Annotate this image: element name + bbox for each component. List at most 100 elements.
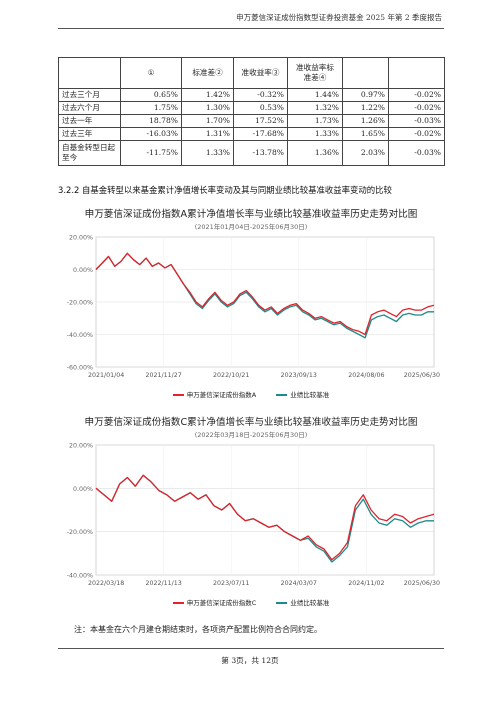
y-tick-label: 0.00% bbox=[73, 267, 93, 274]
table-cell: -0.32% bbox=[233, 88, 288, 102]
chart-a-plot: 20.00% 0.00% -20.00% -40.00% -60.00%2021/01/… bbox=[67, 235, 440, 380]
chart-title: 申万菱信深证成份指数A累计净值增长率与业绩比较基准收益率历史走势对比图 bbox=[84, 209, 418, 220]
chart-subtitle: (2022年03月18日-2025年06月30日) bbox=[194, 431, 308, 439]
chart-c-plot: 20.00% 0.00% -20.00% -40.00%2022/03/18 2022/… bbox=[67, 443, 440, 588]
table-cell: -11.75% bbox=[120, 140, 182, 166]
x-tick-label: 2024/11/02 bbox=[348, 580, 384, 587]
x-tick-label: 2025/06/30 bbox=[404, 372, 440, 379]
legend-label: 业绩比较基准 bbox=[290, 391, 330, 399]
row-label: 过去六个月 bbox=[58, 101, 121, 115]
table-header-row: ① 标准差② 准收益率③ 准收益率标 准差④ bbox=[58, 57, 445, 89]
legend-swatch bbox=[172, 601, 184, 605]
table-cell: 1.44% bbox=[287, 88, 343, 102]
table-row: 过去三年 -16.03% 1.31% -17.68% 1.33% 1.65% -… bbox=[58, 127, 445, 141]
table-header-cell: ① bbox=[120, 57, 182, 89]
chart-c: 申万菱信深证成份指数C累计净值增长率与业绩比较基准收益率历史走势对比图 (202… bbox=[58, 414, 444, 614]
legend-label: 业绩比较基准 bbox=[290, 599, 330, 607]
x-tick-label: 2021/01/04 bbox=[88, 372, 124, 379]
performance-table: ① 标准差② 准收益率③ 准收益率标 准差④ 过去三个月 0.65% 1.42%… bbox=[58, 57, 445, 166]
x-tick-label: 2024/03/07 bbox=[281, 580, 317, 587]
row-label: 自基金转型日起至今 bbox=[58, 140, 121, 166]
table-cell: -17.68% bbox=[233, 127, 288, 141]
chart-a: 申万菱信深证成份指数A累计净值增长率与业绩比较基准收益率历史走势对比图 (202… bbox=[58, 206, 444, 406]
table-cell: 1.33% bbox=[181, 140, 234, 166]
table-cell: 17.52% bbox=[233, 114, 288, 128]
series-line-fund bbox=[95, 474, 435, 561]
table-header-cell bbox=[58, 57, 121, 89]
table-cell: 1.30% bbox=[181, 101, 234, 115]
legend-item: 业绩比较基准 bbox=[276, 389, 329, 399]
row-label: 过去三年 bbox=[58, 127, 121, 141]
header-divider bbox=[58, 28, 444, 29]
x-tick-label: 2025/06/30 bbox=[404, 580, 440, 587]
table-row: 自基金转型日起至今 -11.75% 1.33% -13.78% 1.36% 2.… bbox=[58, 140, 445, 166]
table-header-cell: 准收益率③ bbox=[233, 57, 288, 89]
table-cell: 1.33% bbox=[287, 127, 343, 141]
table-row: 过去一年 18.78% 1.70% 17.52% 1.73% 1.26% -0.… bbox=[58, 114, 445, 128]
series-line-fund bbox=[95, 252, 435, 336]
table-cell: -13.78% bbox=[233, 140, 288, 166]
table-cell: 1.31% bbox=[181, 127, 234, 141]
table-row: 过去三个月 0.65% 1.42% -0.32% 1.44% 0.97% -0.… bbox=[58, 88, 445, 102]
table-cell: -0.02% bbox=[388, 101, 445, 115]
x-tick-label: 2023/07/11 bbox=[213, 580, 249, 587]
y-tick-label: -40.00% bbox=[67, 332, 93, 339]
x-tick-label: 2023/09/13 bbox=[281, 372, 317, 379]
table-cell: 1.26% bbox=[342, 114, 389, 128]
table-cell: 18.78% bbox=[120, 114, 182, 128]
table-cell: 1.42% bbox=[181, 88, 234, 102]
table-header-cell bbox=[388, 57, 445, 89]
x-tick-label: 2022/11/13 bbox=[145, 580, 181, 587]
table-cell: -0.03% bbox=[388, 114, 445, 128]
legend-swatch bbox=[276, 601, 288, 605]
note-text: 注：本基金在六个月建仓期结束时，各项资产配置比例符合合同约定。 bbox=[74, 625, 322, 634]
report-header-title: 申万菱信深证成份指数型证券投资基金 2025 年第 2 季度报告 bbox=[236, 13, 442, 22]
legend-item: 申万菱信深证成份指数A bbox=[172, 389, 257, 399]
x-tick-label: 2022/10/21 bbox=[213, 372, 249, 379]
table-cell: 1.75% bbox=[120, 101, 182, 115]
x-tick-label: 2024/08/06 bbox=[348, 372, 384, 379]
x-tick-label: 2022/03/18 bbox=[88, 580, 124, 587]
table-cell: 2.03% bbox=[342, 140, 389, 166]
table-cell: 0.65% bbox=[120, 88, 182, 102]
y-tick-label: -20.00% bbox=[67, 529, 93, 536]
table-header-cell: 准收益率标 准差④ bbox=[287, 57, 343, 89]
y-tick-label: -40.00% bbox=[67, 573, 93, 580]
footer-divider bbox=[58, 648, 444, 649]
chart-legend: 申万菱信深证成份指数C 业绩比较基准 bbox=[58, 597, 444, 607]
table-row: 过去六个月 1.75% 1.30% 0.53% 1.32% 1.22% -0.0… bbox=[58, 101, 445, 115]
table-cell: 1.73% bbox=[287, 114, 343, 128]
table-cell: 1.32% bbox=[287, 101, 343, 115]
table-cell: 1.36% bbox=[287, 140, 343, 166]
section-title: 3.2.2 自基金转型以来基金累计净值增长率变动及其与同期业绩比较基准收益率变动… bbox=[58, 185, 392, 195]
table-cell: 0.53% bbox=[233, 101, 288, 115]
chart-legend: 申万菱信深证成份指数A 业绩比较基准 bbox=[58, 389, 444, 399]
y-tick-label: 20.00% bbox=[69, 235, 93, 242]
chart-subtitle: (2021年01月04日-2025年06月30日) bbox=[194, 223, 308, 231]
plot-frame bbox=[95, 444, 435, 576]
legend-item: 业绩比较基准 bbox=[276, 597, 329, 607]
table-cell: 0.97% bbox=[342, 88, 389, 102]
table-cell: -0.02% bbox=[388, 88, 445, 102]
y-tick-label: -20.00% bbox=[67, 300, 93, 307]
legend-swatch bbox=[276, 393, 288, 397]
legend-label: 申万菱信深证成份指数C bbox=[186, 599, 257, 607]
legend-label: 申万菱信深证成份指数A bbox=[186, 391, 257, 399]
table-header-cell bbox=[342, 57, 389, 89]
table-cell: 1.65% bbox=[342, 127, 389, 141]
table-cell: -16.03% bbox=[120, 127, 182, 141]
table-cell: 1.70% bbox=[181, 114, 234, 128]
y-tick-label: 0.00% bbox=[73, 486, 93, 493]
table-cell: -0.03% bbox=[388, 140, 445, 166]
y-tick-label: -60.00% bbox=[67, 365, 93, 372]
y-tick-label: 20.00% bbox=[69, 443, 93, 450]
row-label: 过去一年 bbox=[58, 114, 121, 128]
legend-swatch bbox=[172, 393, 184, 397]
table-header-cell: 标准差② bbox=[181, 57, 234, 89]
chart-title: 申万菱信深证成份指数C累计净值增长率与业绩比较基准收益率历史走势对比图 bbox=[84, 417, 418, 428]
table-cell: -0.02% bbox=[388, 127, 445, 141]
page-number: 第 3页，共 12页 bbox=[221, 656, 279, 665]
x-tick-label: 2021/11/27 bbox=[145, 372, 181, 379]
table-cell: 1.22% bbox=[342, 101, 389, 115]
legend-item: 申万菱信深证成份指数C bbox=[172, 597, 257, 607]
